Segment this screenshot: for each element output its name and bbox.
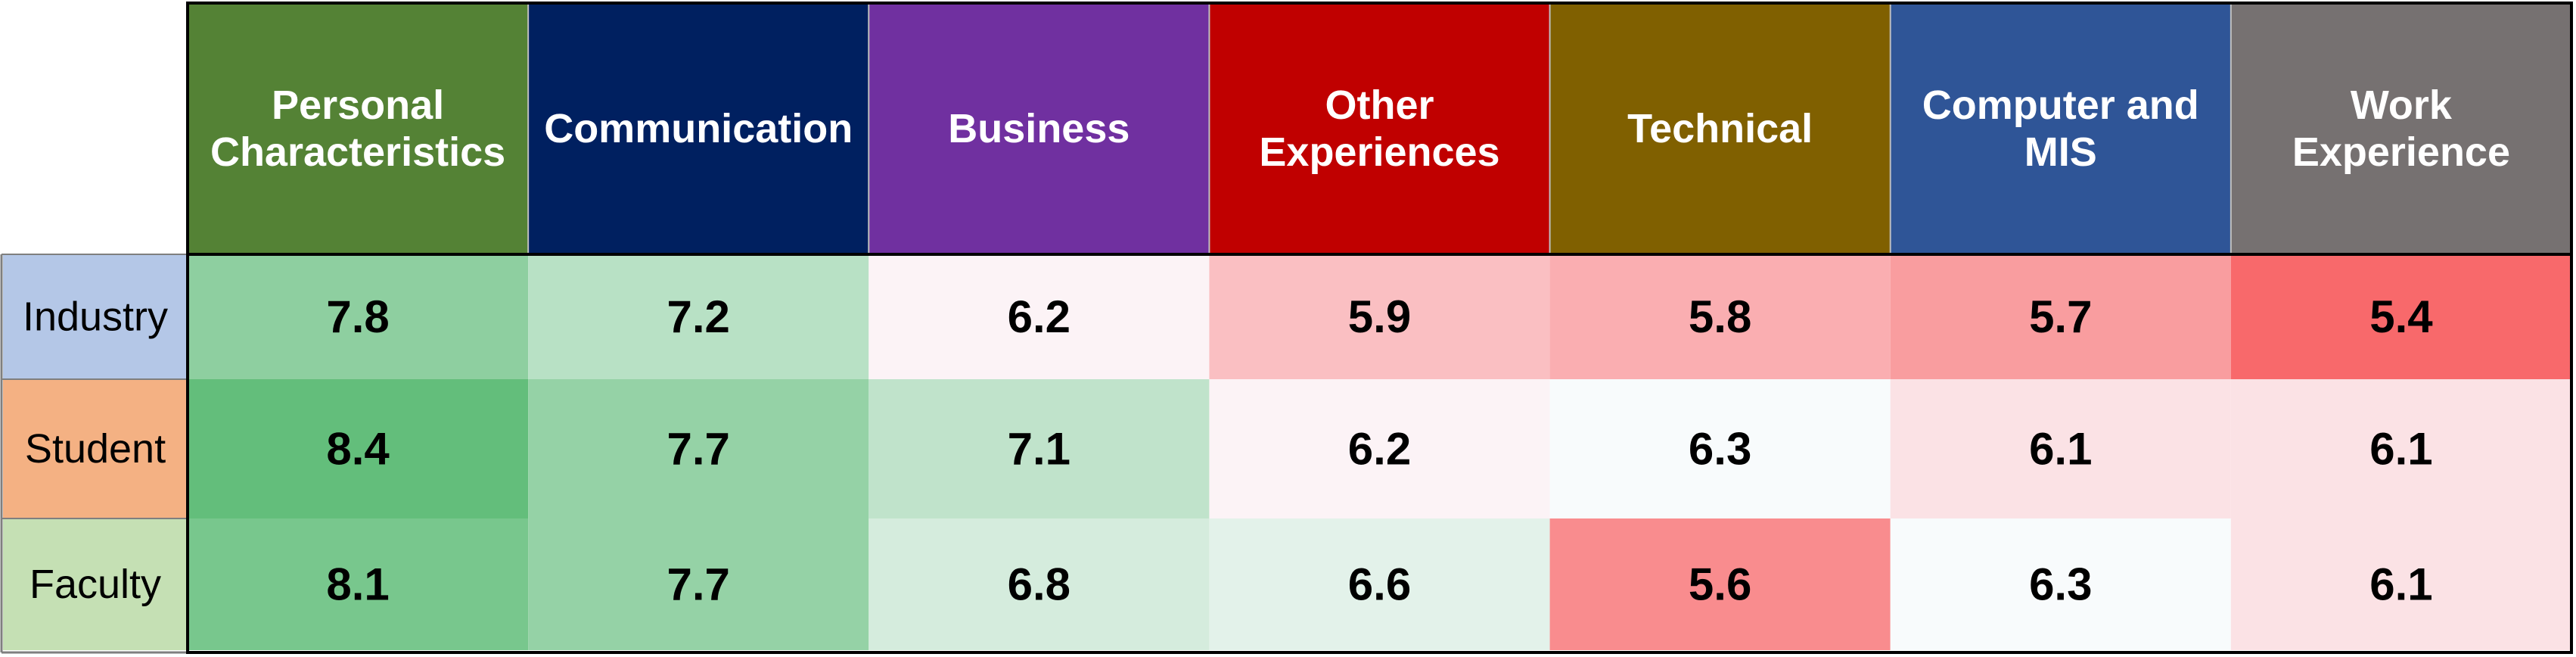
- heatmap-cell: [1549, 379, 1891, 518]
- heatmap-cell: [1890, 518, 2231, 650]
- cell-value: 6.2: [1348, 424, 1411, 475]
- heatmap-cell: [528, 254, 869, 379]
- column-header-label: Personal: [272, 83, 444, 128]
- heatmap-cell: [188, 254, 529, 379]
- heatmap-cell: [2230, 379, 2571, 518]
- heatmap-cell: [869, 254, 1210, 379]
- cell-value: 5.4: [2369, 291, 2433, 342]
- heatmap-cell: [2230, 254, 2571, 379]
- column-header: [1890, 3, 2231, 254]
- cell-value: 7.2: [667, 291, 730, 342]
- column-header-label: Computer and: [1922, 83, 2199, 128]
- cell-value: 6.1: [2029, 424, 2092, 475]
- cell-value: 7.7: [667, 424, 730, 475]
- column-header-label: Characteristics: [210, 129, 505, 175]
- cell-value: 5.9: [1348, 291, 1411, 342]
- column-header-label: Other: [1325, 83, 1434, 128]
- cell-value: 6.1: [2369, 424, 2432, 475]
- column-header: [1209, 3, 1550, 254]
- heatmap-cell: [869, 379, 1210, 518]
- cell-value: 6.1: [2369, 559, 2432, 610]
- cell-value: 8.1: [326, 559, 389, 610]
- cell-value: 6.2: [1008, 291, 1070, 342]
- cell-value: 8.4: [326, 424, 390, 475]
- cell-value: 5.6: [1689, 559, 1751, 610]
- column-header-label: Work: [2351, 83, 2453, 128]
- column-header: [2230, 3, 2571, 254]
- row-header: [3, 379, 188, 518]
- heatmap-cell: [869, 518, 1210, 650]
- column-header: [1549, 3, 1891, 254]
- cell-value: 5.8: [1689, 291, 1751, 342]
- column-header-label: Communication: [544, 106, 853, 151]
- heatmap-cell: [1209, 379, 1550, 518]
- heatmap-cell: [1209, 254, 1550, 379]
- cell-value: 6.3: [1689, 424, 1751, 475]
- heatmap-cell: [1549, 518, 1891, 650]
- heatmap-cell: [1209, 518, 1550, 650]
- cell-value: 7.7: [667, 559, 730, 610]
- column-header: [528, 3, 869, 254]
- column-header-label: MIS: [2024, 129, 2097, 175]
- row-header: [3, 518, 188, 650]
- heatmap-cell: [2230, 518, 2571, 650]
- row-header-label: Industry: [23, 294, 168, 340]
- column-header-label: Experiences: [1259, 129, 1499, 175]
- cell-value: 6.3: [2029, 559, 2092, 610]
- column-header: [188, 3, 529, 254]
- table-border: [186, 2, 2573, 654]
- heatmap-cell: [188, 379, 529, 518]
- heatmap-cell: [528, 518, 869, 650]
- column-header-label: Business: [948, 106, 1130, 151]
- row-header: [3, 254, 188, 379]
- column-header-label: Experience: [2292, 129, 2510, 175]
- heatmap-cell: [1890, 379, 2231, 518]
- column-header: [869, 3, 1210, 254]
- row-header-label: Student: [25, 426, 166, 472]
- row-header-label: Faculty: [30, 562, 161, 607]
- cell-value: 7.1: [1008, 424, 1070, 475]
- cell-value: 6.8: [1008, 559, 1070, 610]
- heatmap-cell: [188, 518, 529, 650]
- heatmap-cell: [1549, 254, 1891, 379]
- cell-value: 5.7: [2029, 291, 2092, 342]
- heatmap-cell: [1890, 254, 2231, 379]
- cell-value: 7.8: [326, 291, 389, 342]
- heatmap-cell: [528, 379, 869, 518]
- cell-value: 6.6: [1348, 559, 1411, 610]
- column-header-label: Technical: [1627, 106, 1813, 151]
